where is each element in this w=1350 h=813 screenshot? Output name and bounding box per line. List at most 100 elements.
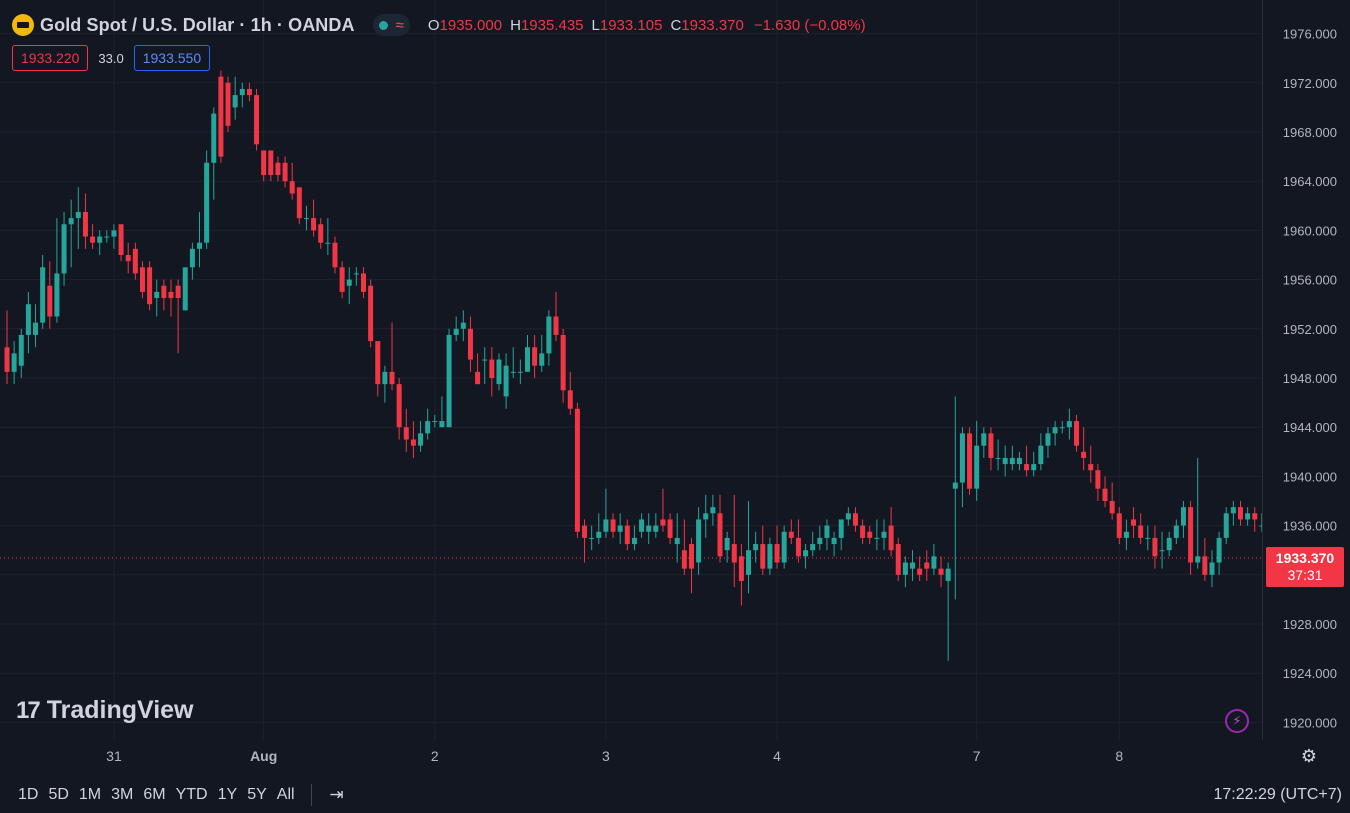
candle <box>589 525 595 551</box>
candle-body <box>175 285 181 299</box>
range-1m-button[interactable]: 1M <box>78 786 102 803</box>
candle-body <box>332 242 338 268</box>
candle-body <box>139 267 145 292</box>
candle-body <box>282 162 288 182</box>
settings-icon[interactable]: ⚙ <box>1300 745 1318 766</box>
candle-body <box>1002 457 1008 465</box>
candle <box>311 199 317 237</box>
candle <box>482 347 488 385</box>
candle <box>47 261 53 329</box>
candle <box>175 279 181 354</box>
wave-icon: ≈ <box>395 16 404 34</box>
candlestick-chart[interactable] <box>0 0 1286 740</box>
candle <box>1081 427 1087 471</box>
candle-body <box>1074 421 1079 446</box>
candle <box>111 224 117 249</box>
candle-body <box>275 162 281 176</box>
candle-body <box>539 353 545 366</box>
candle <box>75 187 81 249</box>
candle <box>738 544 744 606</box>
sell-button[interactable]: 1933.220 <box>12 45 89 71</box>
bolt-icon[interactable]: ⚡ <box>1225 709 1249 733</box>
candle <box>931 544 937 575</box>
candle <box>760 525 766 575</box>
candle-body <box>653 525 659 532</box>
candle-body <box>931 556 937 569</box>
candle-body <box>767 544 773 569</box>
candle <box>653 513 659 538</box>
range-1d-button[interactable]: 1D <box>18 786 39 803</box>
timezone-clock[interactable]: 17:22:29 (UTC+7) <box>1213 786 1342 803</box>
buy-button[interactable]: 1933.550 <box>133 45 211 71</box>
candle-body <box>1259 525 1265 527</box>
candle-body <box>25 304 31 335</box>
price-tick-label: 1968.000 <box>1283 125 1337 140</box>
time-tick-label: 7 <box>973 748 981 764</box>
price-axis[interactable]: 1976.000 1972.000 1968.000 1964.000 1960.000… <box>1262 0 1350 740</box>
candle <box>1016 451 1022 471</box>
symbol-title[interactable]: Gold Spot / U.S. Dollar · 1h · OANDA <box>40 14 355 35</box>
candle <box>845 507 851 526</box>
candle-body <box>40 267 46 323</box>
candle <box>1102 476 1108 508</box>
market-open-dot-icon <box>378 20 388 30</box>
candle <box>945 562 951 661</box>
range-all-button[interactable]: All <box>276 786 295 803</box>
candle-body <box>688 544 694 569</box>
candle-body <box>1095 470 1101 489</box>
candle <box>1052 421 1058 446</box>
candle-body <box>467 328 473 360</box>
candle <box>439 396 445 428</box>
time-tick-label: 8 <box>1115 748 1123 764</box>
candle-body <box>610 519 616 532</box>
symbol-legend: Gold Spot / U.S. Dollar · 1h · OANDA ≈ O… <box>12 12 866 38</box>
candle <box>246 82 252 102</box>
candle <box>503 353 509 409</box>
time-axis[interactable]: 31 Aug 2 3 4 7 8 <box>0 740 1262 772</box>
candle-body <box>503 365 509 397</box>
candle-body <box>774 544 780 563</box>
candle <box>154 279 160 317</box>
candle <box>1188 501 1194 575</box>
goto-date-icon[interactable]: ⇥ <box>329 785 344 804</box>
range-ytd-button[interactable]: YTD <box>175 786 208 803</box>
tradingview-watermark[interactable]: 17 TradingView <box>16 696 194 725</box>
candle-body <box>254 95 260 145</box>
candle <box>803 544 809 569</box>
candle <box>268 150 274 182</box>
candle <box>361 267 366 299</box>
time-tick-label: 3 <box>602 748 610 764</box>
candle <box>560 328 566 403</box>
candle <box>1216 531 1222 575</box>
candle-body <box>189 248 195 268</box>
range-3m-button[interactable]: 3M <box>111 786 134 803</box>
candle-body <box>418 433 424 446</box>
candle-body <box>232 95 238 108</box>
market-status-pill[interactable]: ≈ <box>372 14 410 36</box>
candle-body <box>375 341 381 385</box>
candle <box>988 427 994 471</box>
candle-body <box>603 519 609 532</box>
price-tick-label: 1928.000 <box>1283 617 1337 632</box>
candle <box>1202 537 1208 581</box>
chart-area[interactable]: Gold Spot / U.S. Dollar · 1h · OANDA ≈ O… <box>0 0 1286 740</box>
candle-body <box>895 544 901 575</box>
candle-body <box>425 421 431 434</box>
candle-body <box>867 531 873 538</box>
price-tick-label: 1920.000 <box>1283 715 1337 730</box>
range-5d-button[interactable]: 5D <box>48 786 69 803</box>
range-1y-button[interactable]: 1Y <box>217 786 238 803</box>
grid <box>0 0 1262 740</box>
candle <box>774 525 780 569</box>
range-5y-button[interactable]: 5Y <box>247 786 267 803</box>
candle-body <box>211 113 217 163</box>
candle <box>332 236 338 274</box>
candle-body <box>874 537 880 539</box>
price-axis-labels: 1976.000 1972.000 1968.000 1964.000 1960.000… <box>1283 27 1337 731</box>
candle-body <box>988 433 994 458</box>
candle <box>225 76 231 132</box>
candle-body <box>760 544 766 569</box>
range-6m-button[interactable]: 6M <box>143 786 166 803</box>
candle-body <box>382 371 388 385</box>
candle-body <box>225 82 231 126</box>
